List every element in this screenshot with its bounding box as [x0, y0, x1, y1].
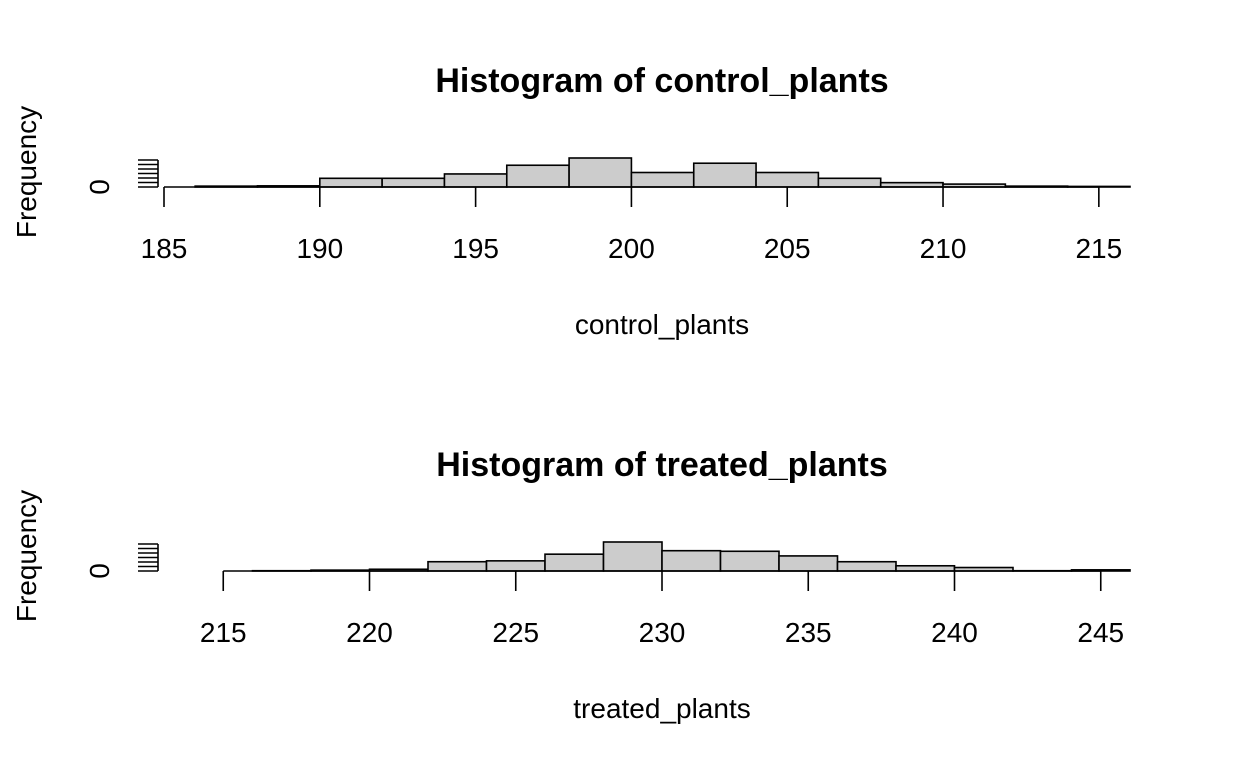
y-axis [138, 543, 159, 572]
x-tick-label: 205 [764, 233, 811, 264]
x-tick-label: 225 [492, 617, 539, 648]
y-axis-label: Frequency [11, 106, 42, 238]
x-tick-label: 195 [452, 233, 499, 264]
y-tick-label-zero: 0 [84, 563, 115, 579]
histogram-bar [485, 560, 546, 572]
x-tick-label: 210 [920, 233, 967, 264]
y-axis [138, 159, 159, 188]
histogram-bar [602, 541, 663, 572]
histogram-bar [427, 560, 488, 572]
x-tick-label: 185 [141, 233, 188, 264]
histogram-bar [443, 173, 508, 188]
x-tick-label: 200 [608, 233, 655, 264]
histogram-bar [692, 162, 757, 188]
x-tick-label: 235 [785, 617, 832, 648]
histogram-bar [568, 157, 633, 188]
histogram-bar [381, 177, 446, 188]
histogram-bar [661, 549, 722, 572]
x-axis: 185 190 195 200 205 210 215 [141, 186, 1122, 264]
x-tick-label: 220 [346, 617, 393, 648]
histogram-bar [836, 560, 897, 572]
y-axis-label: Frequency [11, 490, 42, 622]
x-tick-label: 215 [1075, 233, 1122, 264]
histogram-bar [544, 553, 605, 572]
histogram-bar [719, 550, 780, 572]
histogram-bar [319, 177, 383, 188]
treated-plants-histogram-panel: Histogram of treated_plants treated_plan… [11, 446, 1131, 724]
chart-title: Histogram of treated_plants [436, 446, 888, 484]
x-axis-label: control_plants [575, 309, 749, 340]
x-tick-label: 190 [296, 233, 343, 264]
histogram-bar [755, 171, 820, 188]
x-tick-label: 230 [639, 617, 686, 648]
x-axis: 215 220 225 230 235 240 245 [200, 570, 1124, 648]
control-plants-histogram-panel: Histogram of control_plants control_plan… [11, 62, 1131, 340]
x-tick-label: 215 [200, 617, 247, 648]
histogram-bar [778, 555, 839, 572]
x-tick-label: 245 [1077, 617, 1124, 648]
y-tick-label-zero: 0 [84, 179, 115, 195]
x-tick-label: 240 [931, 617, 978, 648]
histogram-bar [817, 177, 882, 188]
chart-title: Histogram of control_plants [435, 62, 888, 100]
x-axis-label: treated_plants [573, 693, 750, 724]
histogram-bar [505, 164, 570, 188]
histogram-bar [630, 171, 695, 188]
